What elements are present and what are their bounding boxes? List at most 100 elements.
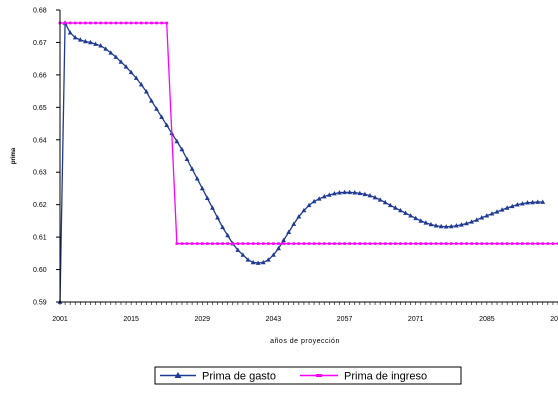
legend: Prima de gasto Prima de ingreso (154, 366, 462, 385)
x-tick-labels: 2001 2015 2029 2043 2057 2071 2085 2099 (52, 316, 558, 323)
data-point-marker (164, 122, 170, 127)
data-point-marker (286, 229, 292, 235)
data-point-marker (418, 218, 424, 223)
data-point-marker (499, 207, 505, 212)
data-point-marker (408, 213, 414, 218)
data-point-marker (514, 202, 520, 207)
data-point-marker (108, 50, 114, 55)
y-tick-label: 0.66 (33, 72, 47, 79)
data-point-marker (423, 220, 429, 225)
y-tick-label: 0.60 (33, 267, 47, 274)
x-tick-label: 2085 (479, 316, 495, 323)
data-point-marker (184, 156, 190, 162)
data-point-marker (220, 224, 226, 230)
data-point-marker (433, 223, 439, 228)
data-point-marker (123, 64, 129, 69)
data-point-marker (464, 220, 469, 226)
data-point-marker (525, 200, 530, 205)
series-line-1 (60, 22, 558, 245)
data-point-marker (311, 198, 317, 204)
data-point-marker (459, 222, 464, 227)
data-point-marker (352, 190, 358, 195)
data-point-marker (362, 191, 368, 197)
data-point-marker (337, 190, 342, 195)
data-point-marker (281, 237, 286, 243)
data-point-marker (469, 219, 475, 224)
data-point-marker (377, 197, 383, 202)
data-point-marker (215, 215, 220, 220)
data-point-marker (210, 205, 215, 210)
y-tick-label: 0.59 (33, 300, 47, 307)
data-point-marker (113, 54, 119, 59)
y-tick-labels: 0.59 0.60 0.61 0.62 0.63 0.64 0.65 0.66 0.67 0.68 (33, 8, 47, 307)
data-point-marker (77, 37, 83, 42)
data-point-marker (103, 46, 109, 51)
data-point-marker (428, 221, 434, 227)
data-point-marker (494, 209, 500, 214)
data-point-marker (342, 189, 347, 195)
y-tick-label: 0.65 (33, 105, 47, 112)
data-point-marker (489, 211, 495, 216)
y-tick-label: 0.64 (33, 137, 47, 144)
plot-area (60, 10, 558, 302)
data-point-marker (98, 43, 104, 48)
data-point-marker (448, 223, 454, 229)
y-tick-label: 0.68 (33, 8, 47, 15)
axis-ticks (56, 9, 558, 305)
data-point-marker (367, 192, 373, 198)
x-tick-label: 2015 (123, 316, 139, 323)
data-point-marker (392, 205, 398, 210)
x-tick-label: 2043 (266, 316, 282, 323)
data-point-marker (265, 257, 271, 262)
data-point-marker (332, 191, 337, 196)
data-point-marker (271, 252, 276, 257)
data-point-marker (255, 260, 261, 265)
data-point-marker (520, 201, 525, 206)
data-point-marker (154, 106, 159, 111)
data-point-marker (174, 138, 180, 144)
data-point-marker (235, 247, 241, 252)
data-point-marker (535, 199, 541, 204)
legend-gasto-label: Prima de gasto (202, 371, 276, 383)
legend-ingreso-label: Prima de ingreso (344, 371, 427, 383)
data-point-marker (72, 34, 78, 40)
data-point-marker (438, 223, 444, 229)
y-axis-title: prima (11, 147, 17, 164)
x-tick-label: 2099 (550, 316, 558, 323)
data-point-marker (204, 195, 210, 200)
data-point-marker (357, 190, 363, 196)
data-point-marker (474, 217, 480, 222)
x-tick-label: 2071 (408, 316, 424, 323)
data-point-marker (301, 207, 307, 213)
data-point-marker (413, 215, 419, 221)
data-point-marker (504, 205, 510, 210)
data-point-marker (321, 193, 327, 199)
data-point-marker (93, 41, 98, 46)
x-tick-label: 2029 (194, 316, 210, 323)
data-point-marker (530, 199, 535, 205)
x-tick-label: 2001 (52, 316, 68, 323)
data-point-marker (88, 39, 93, 45)
data-point-marker (296, 214, 302, 219)
data-point-marker (326, 192, 332, 197)
data-point-marker (199, 185, 205, 191)
data-point-marker (194, 176, 200, 181)
data-point-marker (83, 38, 88, 44)
data-point-marker (143, 89, 149, 94)
data-point-marker (306, 202, 312, 208)
data-point-marker (250, 259, 256, 265)
data-point-marker (276, 245, 281, 251)
data-point-marker (245, 257, 251, 262)
data-point-marker (372, 194, 378, 200)
data-point-marker (387, 202, 393, 208)
data-point-marker (189, 166, 195, 171)
data-point-marker (509, 203, 515, 209)
legend-gasto-marker-icon (174, 372, 182, 378)
data-point-marker (118, 59, 124, 64)
data-point-marker (240, 252, 246, 257)
data-point-marker (128, 69, 134, 75)
data-point-marker (260, 259, 266, 265)
data-point-marker (159, 114, 165, 119)
data-point-marker (138, 82, 144, 87)
